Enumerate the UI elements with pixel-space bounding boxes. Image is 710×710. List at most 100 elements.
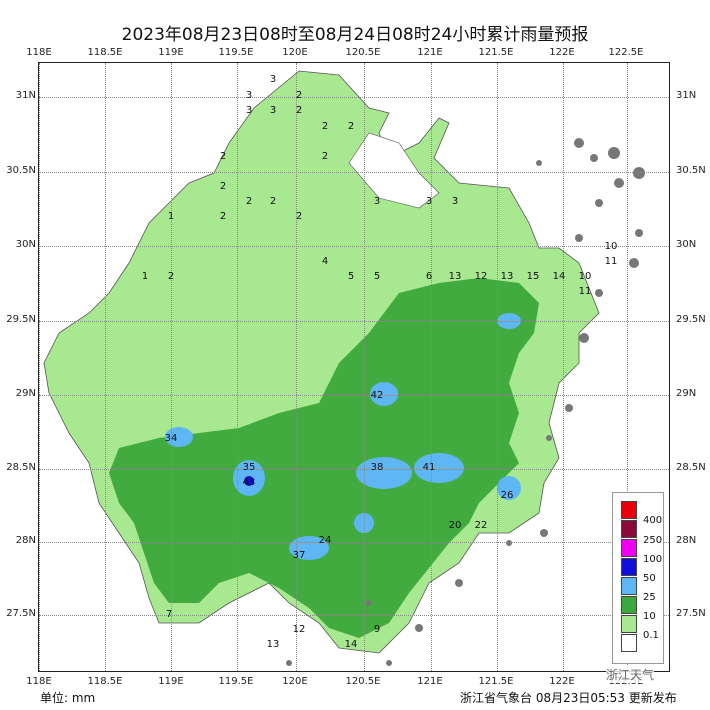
grid-line [39,469,669,470]
lat-tick-right: 28N [676,535,697,546]
lon-tick-top: 121.5E [478,47,514,58]
lon-tick-top: 122E [549,47,575,58]
rain-value: 11 [578,286,592,297]
color-legend: 400 250 100 50 25 10 0.1 [612,492,664,664]
lat-tick-right: 29N [676,388,697,399]
legend-swatch [621,558,637,576]
rain-value: 3 [269,74,277,85]
rain-value: 13 [448,271,462,282]
issuer-label: 浙江省气象台 08月23日05:53 更新发布 [460,691,677,705]
rain-value: 42 [370,390,384,401]
legend-swatch [621,634,637,652]
rain-value: 2 [219,151,227,162]
legend-swatch [621,577,637,595]
rain-value: 1 [141,271,149,282]
legend-label: 10 [643,611,656,622]
map-panel[interactable]: 3 3 2 3 3 2 2 2 2 2 2 2 2 2 2 1 1 2 3 3 … [38,62,670,672]
rain-value: 26 [500,490,514,501]
grid-line [296,63,297,671]
rain-25mm-patch [414,453,464,483]
lon-tick-bottom: 118E [26,676,52,687]
lon-tick-top: 122.5E [608,47,644,58]
rain-value: 3 [245,105,253,116]
rain-value: 6 [425,271,433,282]
grid-line [627,63,628,671]
rain-value: 24 [318,535,332,546]
grid-line [497,63,498,671]
grid-line [563,63,564,671]
legend-swatch [621,520,637,538]
rain-25mm-patch [165,427,193,447]
lon-tick-bottom: 118.5E [87,676,123,687]
lon-tick-bottom: 120E [282,676,308,687]
grid-line [39,615,669,616]
rain-value: 4 [321,256,329,267]
rain-value: 43 [242,477,256,488]
lon-tick-bottom: 119.5E [218,676,254,687]
watermark: 浙江天气 [606,666,655,683]
rain-value: 37 [292,550,306,561]
lat-tick-left: 30.5N [6,165,36,176]
grid-line [39,395,669,396]
rain-value: 41 [422,462,436,473]
rain-value: 13 [500,271,514,282]
lon-tick-bottom: 120.5E [345,676,381,687]
rain-value: 10 [578,271,592,282]
lon-tick-bottom: 122E [549,676,575,687]
lat-tick-left: 28.5N [6,462,36,473]
grid-line [105,63,106,671]
lat-tick-left: 29.5N [6,314,36,325]
rain-value: 2 [295,90,303,101]
rain-value: 7 [165,609,173,620]
rain-value: 12 [474,271,488,282]
rain-value: 3 [269,105,277,116]
rain-value: 2 [219,211,227,222]
rain-value: 12 [292,624,306,635]
rain-value: 15 [526,271,540,282]
rain-value: 2 [167,271,175,282]
rain-25mm-patch [356,457,412,489]
legend-swatch [621,596,637,614]
legend-swatch [621,539,637,557]
rain-value: 14 [344,639,358,650]
lat-tick-left: 30N [15,239,36,250]
rain-value: 2 [347,121,355,132]
rain-value: 3 [451,196,459,207]
lat-tick-right: 27.5N [676,608,706,619]
lat-tick-left: 29N [15,388,36,399]
legend-label: 100 [643,554,663,565]
rain-25mm-patch [370,382,398,406]
rain-value: 10 [604,241,618,252]
rain-value: 34 [164,433,178,444]
grid-line [39,63,40,671]
legend-swatch [621,501,637,519]
lon-tick-top: 118E [26,47,52,58]
legend-label: 400 [643,515,663,526]
grid-line [171,63,172,671]
rain-value: 2 [295,211,303,222]
rain-value: 1 [167,211,175,222]
grid-line [39,172,669,173]
grid-line [39,97,669,98]
lat-tick-left: 31N [15,90,36,101]
grid-line [364,63,365,671]
rain-value: 22 [474,520,488,531]
grid-line [39,321,669,322]
lat-tick-right: 31N [676,90,697,101]
lon-tick-top: 121E [417,47,443,58]
rain-value: 3 [425,196,433,207]
unit-label: 单位: mm [40,691,96,705]
rain-value: 2 [245,196,253,207]
coastal-islands [286,138,645,666]
rain-value: 35 [242,462,256,473]
grid-line [237,63,238,671]
lon-tick-bottom: 119E [158,676,184,687]
grid-line [39,246,669,247]
legend-label: 25 [643,592,656,603]
rain-value: 2 [269,196,277,207]
zhejiang-rainfall-map [43,70,645,666]
legend-label: 250 [643,535,663,546]
lon-tick-top: 120.5E [345,47,381,58]
lon-tick-bottom: 121.5E [478,676,514,687]
rain-value: 38 [370,462,384,473]
